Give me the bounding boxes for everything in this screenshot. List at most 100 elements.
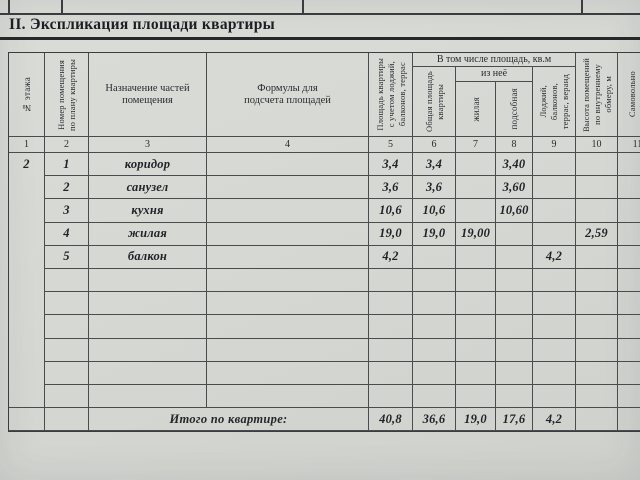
empty-cell	[456, 268, 496, 293]
header-height: Высота помещений по внутреннему обмеру, …	[576, 53, 618, 137]
empty-cell	[618, 362, 640, 385]
header-balconies-line: балконов,	[549, 82, 559, 121]
room-name: балкон	[89, 245, 207, 269]
column-number: 4	[207, 137, 369, 153]
header-floor: № этажа	[9, 53, 45, 137]
empty-cell	[9, 408, 45, 432]
height-value	[576, 153, 618, 177]
room-number: 5	[45, 245, 89, 269]
empty-cell	[496, 384, 533, 409]
header-area-with-balconies-line: Площадь квартиры	[374, 58, 385, 131]
empty-cell	[413, 268, 456, 293]
area-with-balconies-value: 4,2	[369, 245, 413, 269]
header-total-area-line: квартиры	[434, 83, 445, 120]
height-value: 2,59	[576, 222, 618, 246]
empty-cell	[207, 315, 369, 339]
total-area-value: 19,0	[413, 222, 456, 246]
empty-cell	[618, 339, 640, 362]
total-area-value: 3,6	[413, 176, 456, 200]
empty-cell	[89, 361, 207, 385]
area-with-balconies-value: 10,6	[369, 199, 413, 223]
balconies-value	[533, 199, 576, 223]
column-number: 1	[9, 137, 45, 153]
empty-cell	[369, 361, 413, 385]
empty-cell	[618, 292, 640, 316]
formula-cell	[207, 222, 369, 246]
empty-cell	[618, 269, 640, 293]
column-number: 9	[533, 137, 576, 153]
empty-cell	[413, 361, 456, 385]
empty-cell	[618, 385, 640, 409]
fragment-line	[581, 0, 583, 13]
empty-cell	[45, 408, 89, 432]
totals-total-area: 36,6	[413, 408, 456, 432]
auxiliary-value: 3,40	[496, 153, 533, 177]
empty-cell	[496, 268, 533, 293]
empty-cell	[618, 408, 640, 432]
fragment-line	[61, 0, 63, 13]
column-number: 7	[456, 137, 496, 153]
empty-cell	[45, 292, 89, 316]
empty-cell	[89, 315, 207, 339]
totals-balconies: 4,2	[533, 408, 576, 432]
header-auxiliary: подсобная	[496, 82, 533, 137]
totals-height	[576, 408, 618, 432]
header-purpose-line: Назначение частей	[105, 82, 190, 94]
empty-cell	[533, 361, 576, 385]
auxiliary-value	[496, 245, 533, 269]
header-formulas: Формулы для подсчета площадей	[207, 53, 369, 137]
empty-cell	[496, 315, 533, 339]
empty-cell	[618, 176, 640, 200]
header-room-number-line: Номер помещения	[56, 59, 66, 130]
empty-cell	[89, 268, 207, 293]
empty-cell	[533, 384, 576, 409]
header-unauthorized-line: Самовольно	[627, 71, 637, 118]
auxiliary-value: 10,60	[496, 199, 533, 223]
header-balconies: Лоджий, балконов, террас, веранд	[533, 67, 576, 137]
empty-cell	[576, 338, 618, 362]
fragment-line	[8, 0, 10, 13]
explication-table: № этажа Номер помещения по плану квартир…	[8, 52, 640, 433]
empty-cell	[533, 315, 576, 339]
empty-cell	[207, 361, 369, 385]
column-number: 8	[496, 137, 533, 153]
totals-living: 19,0	[456, 408, 496, 432]
column-number: 11	[618, 137, 640, 153]
empty-cell	[369, 268, 413, 293]
living-value	[456, 153, 496, 177]
room-name: жилая	[89, 222, 207, 246]
empty-cell	[456, 338, 496, 362]
column-number: 10	[576, 137, 618, 153]
balconies-value	[533, 176, 576, 200]
header-height-line: Высота помещений	[580, 57, 591, 132]
column-number: 6	[413, 137, 456, 153]
formula-cell	[207, 199, 369, 223]
empty-cell	[207, 338, 369, 362]
empty-cell	[456, 384, 496, 409]
empty-cell	[413, 338, 456, 362]
empty-cell	[89, 384, 207, 409]
totals-area-with-balconies: 40,8	[369, 408, 413, 432]
total-area-value	[413, 245, 456, 269]
header-including-span: В том числе площадь, кв.м	[413, 53, 576, 67]
header-height-line: по внутреннему	[591, 64, 602, 125]
living-value	[456, 245, 496, 269]
empty-cell	[207, 292, 369, 316]
empty-cell	[618, 315, 640, 339]
title-underline	[0, 37, 640, 40]
header-purpose: Назначение частей помещения	[89, 53, 207, 137]
empty-cell	[576, 315, 618, 339]
header-purpose-line: помещения	[122, 94, 173, 106]
empty-cell	[496, 292, 533, 316]
room-number: 2	[45, 176, 89, 200]
empty-cell	[369, 384, 413, 409]
balconies-value	[533, 153, 576, 177]
empty-cell	[45, 338, 89, 362]
column-number: 5	[369, 137, 413, 153]
floor-number-cell: 2	[9, 153, 45, 409]
formula-cell	[207, 245, 369, 269]
balconies-value: 4,2	[533, 245, 576, 269]
auxiliary-value: 3,60	[496, 176, 533, 200]
area-with-balconies-value: 19,0	[369, 222, 413, 246]
empty-cell	[456, 361, 496, 385]
